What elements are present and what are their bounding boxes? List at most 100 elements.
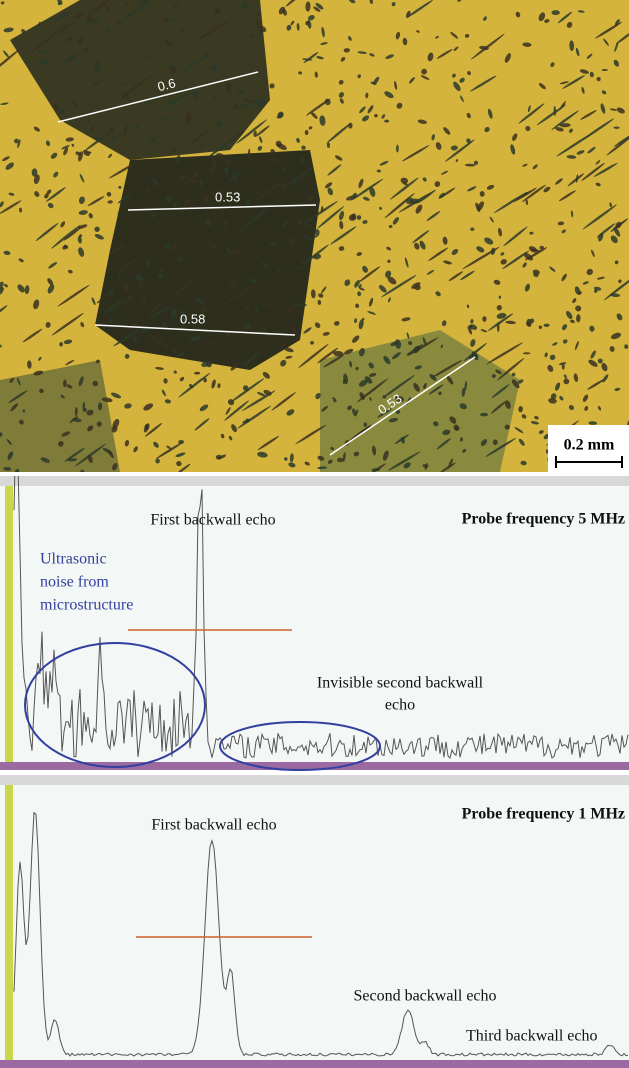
speck <box>348 214 356 221</box>
speck <box>419 240 426 250</box>
speck <box>0 287 4 296</box>
speck <box>512 133 518 141</box>
speck <box>349 360 353 368</box>
speck <box>170 147 178 153</box>
speck <box>338 92 344 98</box>
speck <box>498 227 503 237</box>
speck <box>74 406 78 417</box>
speck <box>0 305 8 317</box>
speck <box>459 95 464 102</box>
speck <box>467 71 471 76</box>
speck <box>255 125 270 137</box>
speck <box>317 347 339 364</box>
speck <box>69 416 78 424</box>
speck <box>75 151 82 156</box>
speck <box>334 155 343 161</box>
speck <box>153 441 159 448</box>
speck <box>310 234 320 240</box>
speck <box>295 424 327 445</box>
speck <box>586 268 593 276</box>
speck <box>65 37 73 42</box>
speck <box>532 164 538 170</box>
speck <box>556 132 593 157</box>
speck <box>216 152 226 160</box>
speck <box>88 212 93 219</box>
speck <box>343 348 354 355</box>
speck <box>34 191 40 197</box>
speck <box>254 307 259 313</box>
speck <box>96 421 102 427</box>
speck <box>271 391 297 411</box>
speck <box>349 0 356 4</box>
speck <box>247 148 251 159</box>
speck <box>566 155 577 159</box>
speck <box>321 405 329 412</box>
speck <box>82 407 87 413</box>
speck <box>587 146 596 154</box>
speck <box>78 247 85 257</box>
speck <box>317 206 345 229</box>
speck <box>473 160 479 166</box>
speck <box>491 384 510 399</box>
speck <box>484 127 490 133</box>
speck <box>587 379 605 390</box>
speck <box>449 416 457 424</box>
speck <box>536 104 567 126</box>
speck <box>38 50 48 53</box>
speck <box>324 98 331 106</box>
speck <box>568 405 575 411</box>
speck <box>368 372 377 378</box>
speck <box>65 137 74 142</box>
speck <box>175 452 186 458</box>
speck <box>563 378 570 385</box>
speck <box>343 48 350 53</box>
speck <box>538 12 546 22</box>
speck <box>595 160 601 165</box>
speck <box>47 278 54 286</box>
speck <box>219 230 229 234</box>
speck <box>591 249 595 257</box>
speck <box>313 6 321 12</box>
speck <box>228 435 233 441</box>
speck <box>252 177 288 203</box>
speck <box>108 160 141 179</box>
speck <box>173 370 177 374</box>
speck <box>195 298 205 304</box>
speck <box>470 227 475 231</box>
speck <box>566 21 573 28</box>
speck <box>327 187 334 196</box>
speck <box>216 189 222 196</box>
speck <box>10 403 19 412</box>
speck <box>77 36 83 45</box>
speck <box>262 327 267 334</box>
speck <box>460 270 475 281</box>
speck <box>107 153 113 159</box>
speck <box>315 2 324 10</box>
speck <box>59 108 65 114</box>
speck <box>3 250 11 256</box>
speck <box>302 234 311 240</box>
speck <box>577 10 585 13</box>
speck <box>589 325 595 332</box>
speck <box>582 281 589 285</box>
speck <box>543 323 550 327</box>
speck <box>538 83 546 90</box>
speck <box>369 187 376 197</box>
speck <box>616 313 623 321</box>
speck <box>561 363 565 370</box>
speck <box>161 322 169 329</box>
speck <box>388 297 391 303</box>
speck <box>241 390 276 411</box>
speck <box>613 226 621 237</box>
speck <box>290 325 298 334</box>
speck <box>0 1 5 5</box>
speck <box>581 162 605 182</box>
speck <box>72 101 79 108</box>
speck <box>0 281 4 291</box>
speck <box>8 192 15 196</box>
speck <box>353 451 360 457</box>
speck <box>301 260 305 265</box>
speck <box>92 380 99 387</box>
speck <box>520 460 527 466</box>
speck <box>317 466 328 470</box>
